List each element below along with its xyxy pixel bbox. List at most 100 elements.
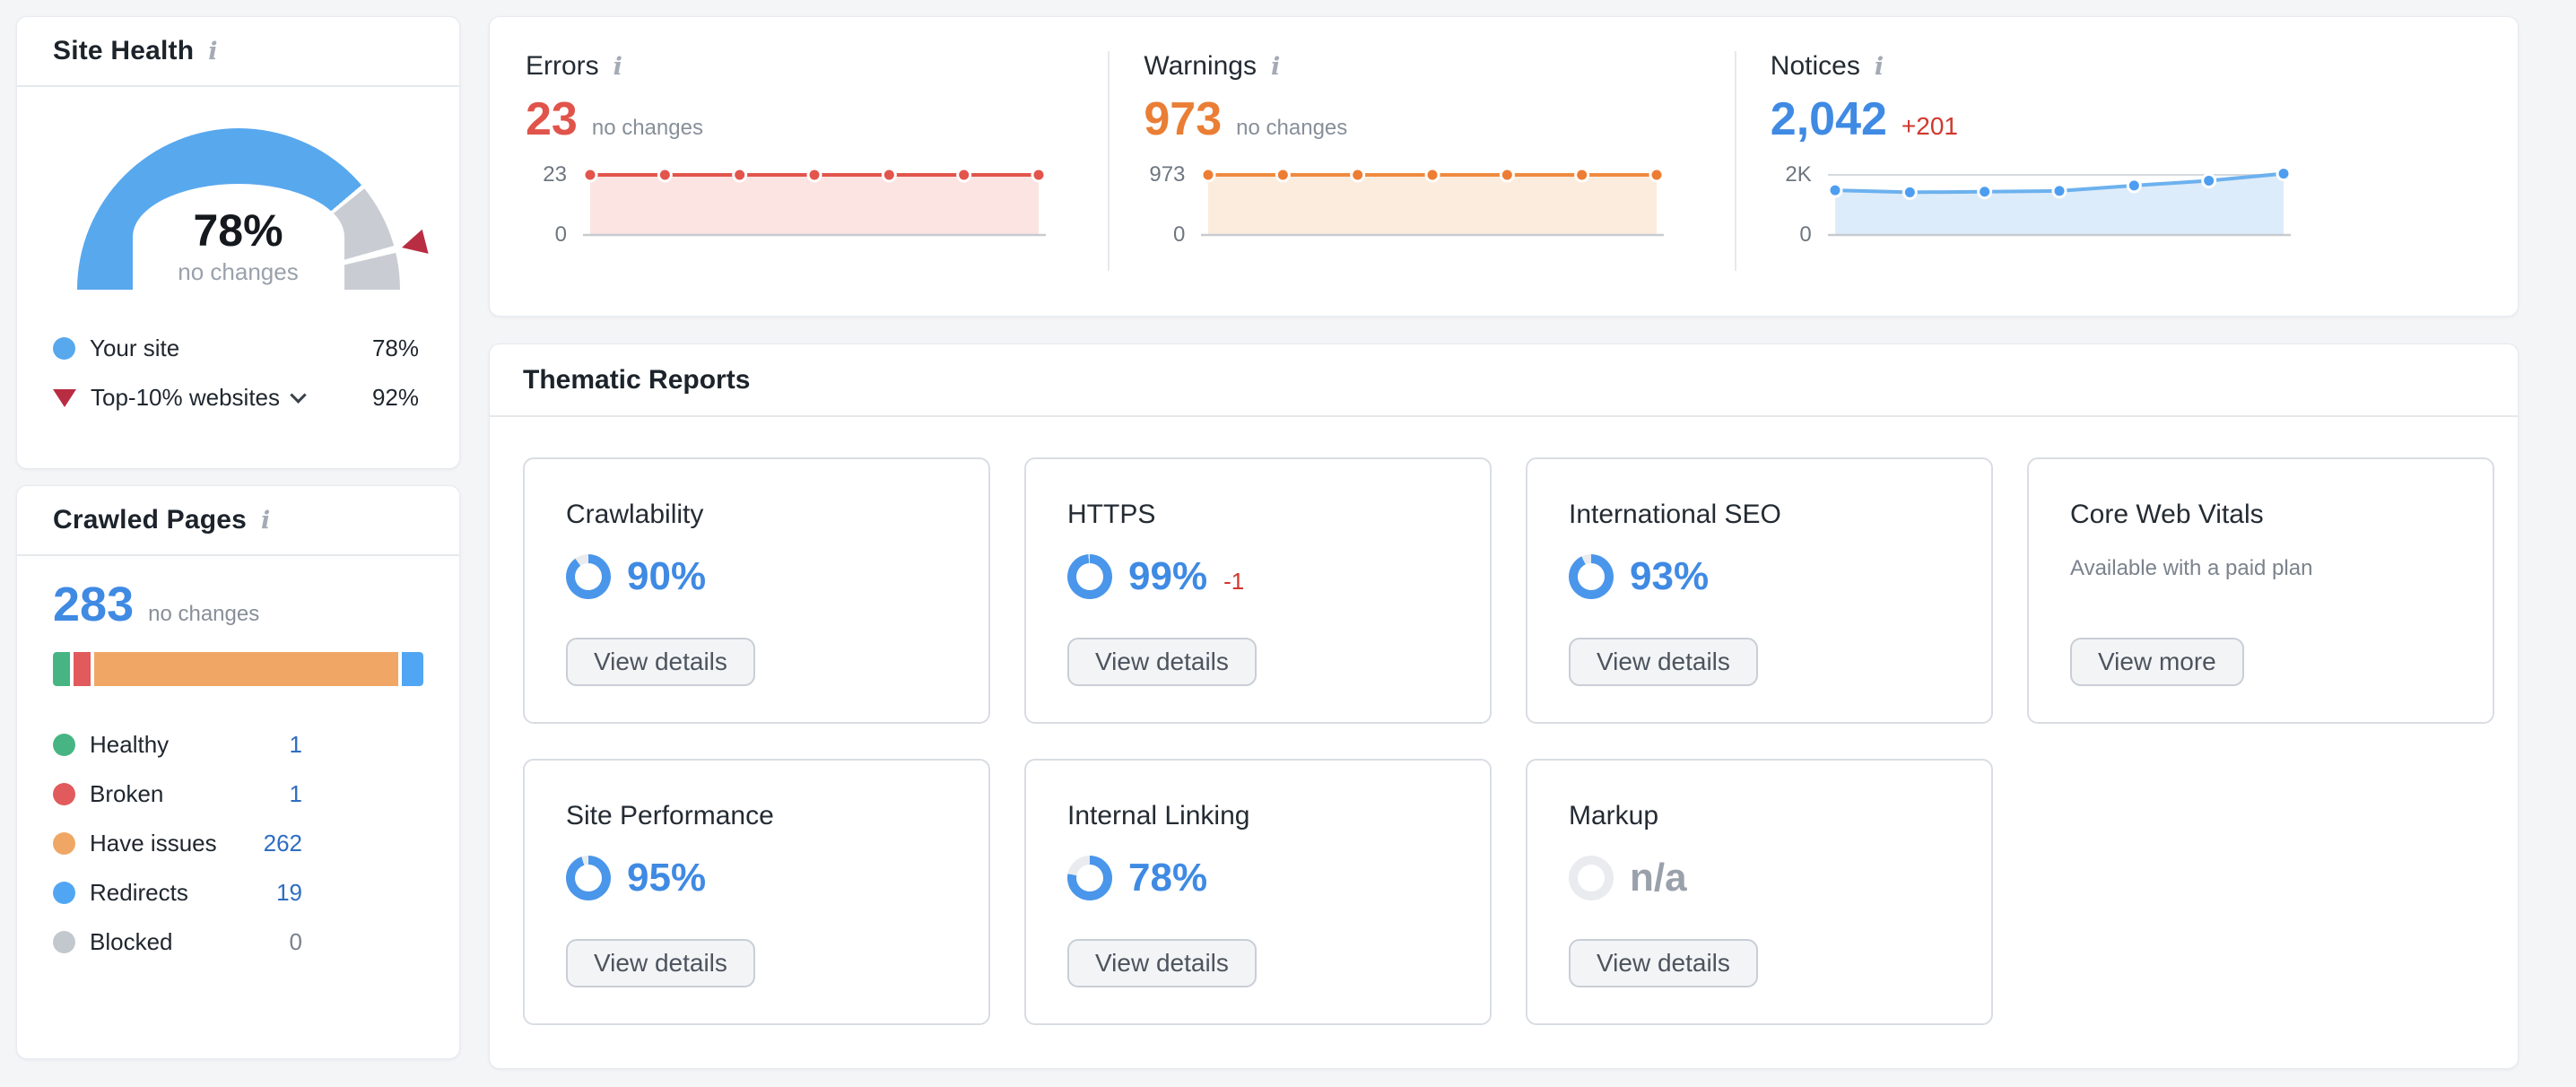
site-health-card: Site Health i 78% no changes Your site 7… xyxy=(16,16,460,469)
warnings-count: 973 xyxy=(1144,93,1223,145)
warnings-title: Warnings xyxy=(1144,51,1257,81)
top10-websites-value: 92% xyxy=(371,384,419,411)
legend-row-blocked: Blocked 0 xyxy=(53,917,302,967)
top10-websites-label: Top-10% websites xyxy=(91,384,280,411)
have-issues-label: Have issues xyxy=(90,830,217,857)
redirects-dot-icon xyxy=(53,882,75,904)
have-issues-bar-segment xyxy=(94,652,398,686)
internal-linking-title: Internal Linking xyxy=(1067,801,1250,830)
broken-label: Broken xyxy=(90,780,164,807)
redirects-count-link[interactable]: 19 xyxy=(276,879,302,906)
thematic-reports-title: Thematic Reports xyxy=(523,364,751,395)
warnings-section: Warnings i 973 no changes 973 0 xyxy=(1108,17,1734,316)
benchmark-triangle-icon xyxy=(53,388,76,407)
site-health-legend: Your site 78% Top-10% websites 92% xyxy=(17,324,459,422)
site-performance-view-details-button[interactable]: View details xyxy=(566,939,755,987)
thematic-reports-panel: Thematic Reports Crawlability 90% View d… xyxy=(489,343,2519,1069)
redirects-bar-segment xyxy=(402,652,423,686)
https-card: HTTPS 99% -1 View details xyxy=(1024,457,1492,724)
have-issues-count-link[interactable]: 262 xyxy=(263,830,302,857)
notices-section: Notices i 2,042 +201 2K 0 xyxy=(1734,17,2518,316)
info-icon[interactable]: i xyxy=(1874,52,1884,81)
markup-title: Markup xyxy=(1569,801,1659,830)
notices-count: 2,042 xyxy=(1770,93,1887,145)
healthy-count-link[interactable]: 1 xyxy=(289,731,302,758)
https-title: HTTPS xyxy=(1067,500,1156,529)
legend-row-healthy: Healthy 1 xyxy=(53,720,302,770)
markup-score-ring-icon xyxy=(1569,856,1614,900)
site-performance-score: 95% xyxy=(627,856,707,900)
errors-count: 23 xyxy=(526,93,578,145)
crawlability-view-details-button[interactable]: View details xyxy=(566,638,755,686)
have-issues-dot-icon xyxy=(53,832,75,855)
info-icon[interactable]: i xyxy=(208,37,218,65)
markup-view-details-button[interactable]: View details xyxy=(1569,939,1758,987)
warnings-change: no changes xyxy=(1236,116,1348,140)
chevron-down-icon[interactable] xyxy=(290,387,307,404)
info-icon[interactable]: i xyxy=(261,506,271,535)
your-site-label: Your site xyxy=(90,335,180,361)
https-score-ring-icon xyxy=(1067,554,1112,599)
crawled-pages-header: Crawled Pages i xyxy=(17,486,459,556)
your-site-value: 78% xyxy=(371,335,419,361)
notices-trend-chart xyxy=(1826,166,2293,241)
internal-linking-card: Internal Linking 78% View details xyxy=(1024,759,1492,1025)
crawlability-title: Crawlability xyxy=(566,500,704,529)
benchmark-pointer-icon xyxy=(398,229,429,260)
markup-card: Markup n/a View details xyxy=(1526,759,1993,1025)
thematic-reports-grid: Crawlability 90% View details HTTPS 99% … xyxy=(490,417,2518,1025)
blocked-dot-icon xyxy=(53,931,75,953)
info-icon[interactable]: i xyxy=(613,52,622,81)
healthy-label: Healthy xyxy=(90,731,170,758)
site-health-header: Site Health i xyxy=(17,17,459,87)
errors-section: Errors i 23 no changes 23 0 xyxy=(490,17,1108,316)
international-seo-card: International SEO 93% View details xyxy=(1526,457,1993,724)
internal-linking-view-details-button[interactable]: View details xyxy=(1067,939,1257,987)
notices-axis-max: 2K xyxy=(1785,162,1812,187)
warnings-axis-max: 973 xyxy=(1149,162,1186,187)
notices-sparkline: 2K 0 xyxy=(1771,162,2518,246)
warnings-sparkline: 973 0 xyxy=(1144,162,1734,246)
https-score: 99% xyxy=(1128,554,1208,598)
thematic-reports-header: Thematic Reports xyxy=(490,344,2518,417)
international-seo-score: 93% xyxy=(1630,554,1710,598)
crawled-pages-stacked-bar xyxy=(53,652,423,686)
core-web-vitals-card: Core Web Vitals Available with a paid pl… xyxy=(2027,457,2494,724)
crawlability-score-ring-icon xyxy=(566,554,611,599)
crawled-pages-legend: Healthy 1 Broken 1 Have issues 262 Redir… xyxy=(17,720,302,967)
site-health-gauge: 78% no changes xyxy=(76,128,429,290)
site-performance-score-ring-icon xyxy=(566,856,611,900)
international-seo-view-details-button[interactable]: View details xyxy=(1569,638,1758,686)
notices-axis-zero: 0 xyxy=(1799,222,1812,247)
crawled-pages-title: Crawled Pages xyxy=(53,505,248,535)
internal-linking-score-ring-icon xyxy=(1067,856,1112,900)
site-performance-title: Site Performance xyxy=(566,801,774,830)
legend-row-broken: Broken 1 xyxy=(53,770,302,819)
crawlability-card: Crawlability 90% View details xyxy=(523,457,990,724)
site-health-title: Site Health xyxy=(53,36,195,65)
legend-row-top10-websites: Top-10% websites 92% xyxy=(53,373,419,422)
healthy-bar-segment xyxy=(53,652,70,686)
site-health-change: no changes xyxy=(178,258,299,285)
notices-change: +201 xyxy=(1901,112,1958,140)
legend-row-your-site: Your site 78% xyxy=(53,324,419,373)
broken-dot-icon xyxy=(53,783,75,805)
crawled-pages-total-row: 283 no changes xyxy=(53,580,423,629)
your-site-dot-icon xyxy=(53,337,75,360)
healthy-dot-icon xyxy=(53,734,75,756)
site-health-score: 78% xyxy=(193,205,283,256)
blocked-count: 0 xyxy=(289,928,302,955)
site-health-gauge-text: 78% no changes xyxy=(77,208,400,286)
errors-sparkline: 23 0 xyxy=(526,164,1108,246)
core-web-vitals-view-more-button[interactable]: View more xyxy=(2070,638,2244,686)
errors-axis-zero: 0 xyxy=(554,222,567,247)
errors-trend-chart xyxy=(581,166,1048,241)
https-score-delta: -1 xyxy=(1223,568,1245,595)
international-seo-title: International SEO xyxy=(1569,500,1781,529)
redirects-label: Redirects xyxy=(90,879,188,906)
broken-bar-segment xyxy=(74,652,91,686)
info-icon[interactable]: i xyxy=(1271,52,1281,81)
https-view-details-button[interactable]: View details xyxy=(1067,638,1257,686)
broken-count-link[interactable]: 1 xyxy=(289,780,302,807)
markup-score: n/a xyxy=(1630,856,1687,900)
